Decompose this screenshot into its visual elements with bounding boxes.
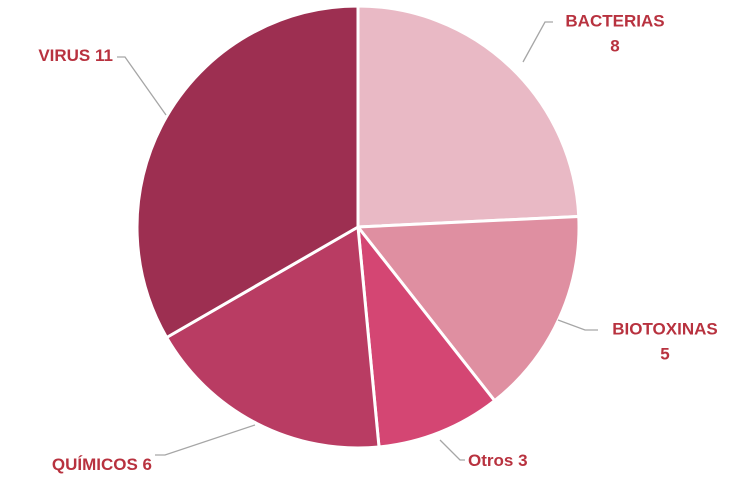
leader-line (439, 439, 465, 461)
slice-category: VIRUS (38, 46, 90, 65)
leader-line (155, 424, 256, 456)
slice-label: VIRUS 11 (38, 46, 113, 65)
leader-line (117, 56, 167, 116)
pie-slice (164, 224, 381, 450)
slice-label: BACTERIAS (565, 11, 664, 30)
pie (135, 4, 581, 450)
slice-label: Otros 3 (468, 451, 528, 470)
pie-slice (355, 214, 581, 403)
slice-value: 11 (95, 46, 113, 65)
slice-value: 8 (610, 36, 619, 55)
slice-value: 5 (660, 344, 669, 363)
slice-value: 3 (518, 451, 527, 470)
leader-line (522, 21, 553, 63)
pie-slice (356, 4, 581, 229)
pie-slice (135, 4, 360, 340)
pie-slice (356, 222, 497, 449)
slice-label: QUÍMICOS 6 (52, 455, 152, 474)
slice-category: QUÍMICOS (52, 455, 138, 474)
leader-line (557, 319, 598, 331)
slice-label: BIOTOXINAS (612, 319, 717, 338)
slice-value: 6 (143, 455, 152, 474)
slice-category: Otros (468, 451, 513, 470)
